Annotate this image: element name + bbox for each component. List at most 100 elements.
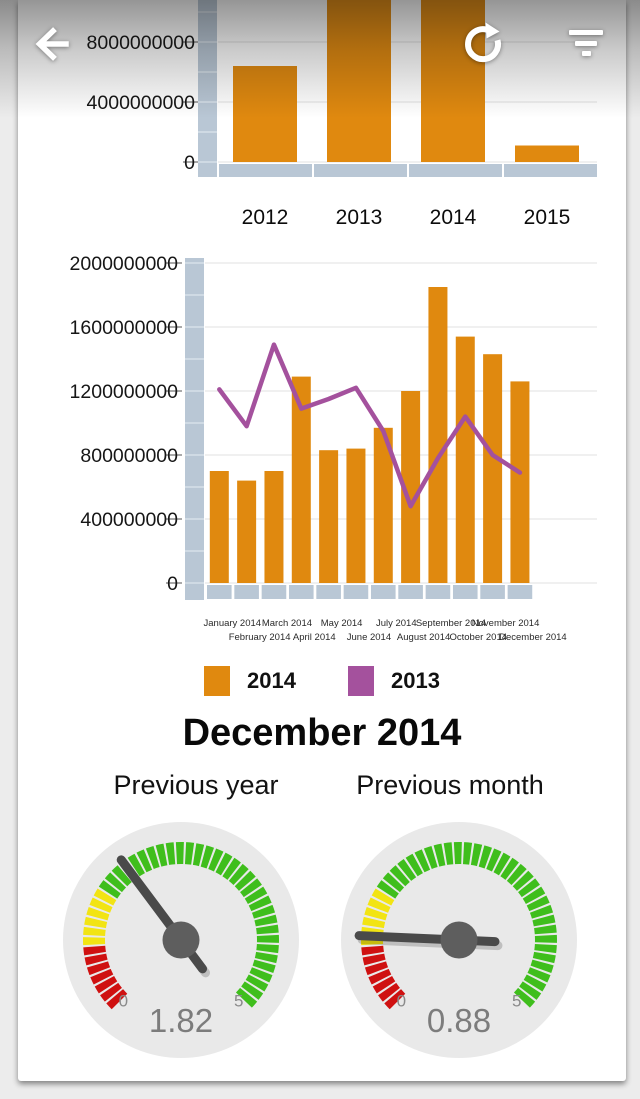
- month-bar-March 2014[interactable]: [264, 471, 284, 583]
- x-axis-strip[interactable]: [261, 585, 287, 599]
- gauge-arc-segment: [90, 968, 114, 985]
- gauge-arc-segment: [86, 906, 110, 921]
- gauge-arc-segment: [127, 853, 145, 877]
- gauge-arc-segment: [462, 842, 473, 865]
- gauge-arc-segment: [368, 968, 392, 985]
- gauge-arc-segment: [384, 989, 406, 1010]
- x-axis-strip[interactable]: [398, 585, 423, 599]
- x-axis-strip[interactable]: [234, 585, 259, 599]
- x-axis-strip[interactable]: [207, 585, 232, 599]
- gauge-arc-segment: [526, 895, 550, 912]
- month-bar-September 2014[interactable]: [428, 287, 448, 583]
- x-axis-strip[interactable]: [504, 164, 597, 177]
- gauge-arc-segment: [382, 872, 405, 893]
- month-bar-December 2014[interactable]: [510, 381, 530, 583]
- gauge-arc-segment: [527, 967, 551, 983]
- gauge-arc-segment: [493, 852, 511, 876]
- gauge-arc-segment: [136, 849, 153, 873]
- month-bar-November 2014[interactable]: [483, 354, 503, 583]
- dashboard-card: 8000000000 4000000000 0 2012 2013 2014 2015 20…: [18, 0, 626, 1081]
- year-bar-2012[interactable]: [233, 66, 297, 162]
- gauge-arc-segment: [200, 845, 215, 869]
- gauge-min-label: 0: [119, 992, 128, 1011]
- gauge-arc-segment: [500, 857, 519, 880]
- gauge-arc-segment: [248, 895, 272, 912]
- previous-year-gauge: 0 51.82: [63, 822, 299, 1058]
- year-bar-2015[interactable]: [515, 145, 579, 163]
- yearly-bar-chart[interactable]: 8000000000 4000000000 0 2012 2013 2014 2015: [18, 0, 626, 235]
- x-axis-strip[interactable]: [452, 585, 478, 599]
- month-bar-January 2014[interactable]: [209, 471, 229, 583]
- legend-swatch-2013: [348, 666, 374, 696]
- refresh-button[interactable]: [460, 21, 506, 67]
- x-axis-strip[interactable]: [370, 585, 396, 599]
- month-bar-February 2014[interactable]: [237, 480, 257, 583]
- back-button[interactable]: [30, 22, 74, 66]
- gauge-arc-segment: [378, 982, 400, 1002]
- gauge-arc-segment: [215, 852, 233, 876]
- month-bar-July 2014[interactable]: [373, 427, 393, 583]
- gauge-arc-segment: [175, 842, 184, 865]
- x-axis-strip[interactable]: [409, 164, 502, 177]
- month-label: December 2014: [499, 632, 567, 643]
- gauge-arc-segment: [534, 943, 557, 954]
- gauge-arc-segment: [94, 976, 118, 994]
- x-axis-strip[interactable]: [288, 585, 314, 599]
- gauge-arc-segment: [84, 953, 108, 966]
- month-bar-May 2014[interactable]: [319, 450, 339, 583]
- y-tick-label: 800000000: [80, 445, 178, 467]
- monthly-bar-line-chart[interactable]: 2000000000 1600000000 1200000000 800000000 4…: [18, 248, 626, 648]
- y-tick-label: 400000000: [80, 509, 178, 531]
- gauge-arc-segment: [362, 916, 386, 929]
- gauge-arc-segment: [376, 880, 399, 899]
- gauge-arc-segment: [228, 863, 249, 886]
- gauge-arc-segment: [111, 865, 132, 887]
- month-bar-October 2014[interactable]: [455, 336, 475, 583]
- month-bar-June 2014[interactable]: [346, 448, 366, 583]
- month-label: September 2014: [416, 618, 486, 629]
- x-axis-strip[interactable]: [507, 585, 533, 599]
- month-label: April 2014: [293, 632, 336, 643]
- x-axis-strip[interactable]: [480, 585, 505, 599]
- month-bar-April 2014[interactable]: [291, 376, 311, 583]
- y-tick-label: 4000000000: [87, 92, 196, 114]
- gauge-arc-segment: [529, 904, 554, 919]
- year-bar-2013[interactable]: [327, 0, 391, 162]
- y-axis-strip[interactable]: [198, 0, 217, 177]
- gauge-arc-segment: [532, 914, 556, 927]
- y-tick-label: 1200000000: [70, 381, 179, 403]
- gauge-arc-segment: [397, 859, 417, 881]
- gauge-arc-segment: [252, 959, 276, 974]
- gauge-arc-segment: [478, 845, 493, 869]
- gauge-arc-segment: [208, 848, 224, 872]
- month-label: November 2014: [472, 618, 540, 629]
- gauge-arc-segment: [145, 845, 160, 870]
- gauge-arc-segment: [84, 916, 108, 929]
- x-axis-strip[interactable]: [425, 585, 451, 599]
- gauge-arc-segment: [254, 914, 278, 927]
- x-axis-strip[interactable]: [316, 585, 341, 599]
- year-label: 2012: [242, 206, 289, 229]
- gauge-arc-segment: [372, 976, 396, 994]
- filter-button[interactable]: [566, 28, 606, 60]
- gauge-arc-segment: [523, 974, 547, 992]
- previous-month-gauge: 0 50.88: [341, 822, 577, 1058]
- x-axis-strip[interactable]: [343, 585, 369, 599]
- year-label: 2015: [524, 206, 571, 229]
- x-axis-strip[interactable]: [314, 164, 407, 177]
- gauge-value: 0.88: [427, 1002, 491, 1039]
- gauge-arc-segment: [192, 843, 205, 867]
- year-bar-2014[interactable]: [421, 0, 485, 162]
- gauge-arc-segment: [367, 897, 391, 913]
- legend-label-2014: 2014: [247, 668, 296, 693]
- gauge-arc-segment: [506, 863, 527, 886]
- gauge-arc-segment: [86, 961, 111, 976]
- y-axis-strip[interactable]: [185, 258, 204, 600]
- x-axis-strip[interactable]: [219, 164, 312, 177]
- gauge-arc-segment: [98, 880, 121, 899]
- gauge-arc-segment: [361, 945, 384, 956]
- month-bar-August 2014[interactable]: [401, 391, 421, 583]
- gauge-arc-segment: [234, 870, 256, 891]
- gauge-arc-segment: [165, 842, 176, 865]
